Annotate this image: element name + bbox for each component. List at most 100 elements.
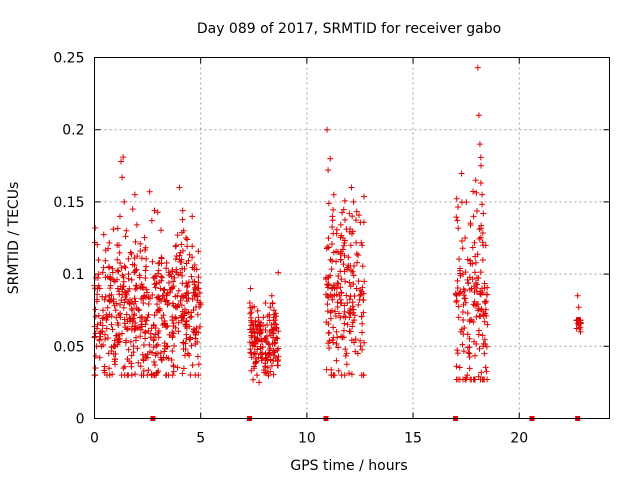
data-point (330, 249, 337, 256)
data-point (358, 329, 365, 336)
data-point (149, 292, 156, 299)
data-point (153, 342, 160, 349)
data-point (151, 207, 158, 214)
data-point (350, 272, 357, 279)
data-point (188, 273, 195, 280)
data-point (274, 335, 281, 342)
data-point (326, 345, 333, 352)
data-point (353, 217, 360, 224)
data-point (265, 372, 272, 379)
data-point (185, 257, 192, 264)
data-point (173, 266, 180, 273)
data-point (359, 242, 366, 249)
data-point (175, 328, 182, 335)
data-point (345, 254, 352, 261)
data-point (125, 271, 132, 278)
data-point (112, 361, 119, 368)
data-point (179, 370, 186, 377)
data-point (329, 296, 336, 303)
data-point (347, 307, 354, 314)
data-point (161, 321, 168, 328)
data-point (109, 326, 116, 333)
data-point (254, 307, 261, 314)
data-point (121, 288, 128, 295)
data-point (329, 223, 336, 230)
data-point (125, 255, 132, 262)
data-point (142, 267, 149, 274)
data-point (197, 299, 204, 306)
data-point (111, 337, 118, 344)
data-point (340, 206, 347, 213)
data-point (128, 352, 135, 359)
data-point (248, 309, 255, 316)
data-point (249, 321, 256, 328)
data-point (143, 289, 150, 296)
y-tick-label: 0.25 (53, 51, 84, 67)
data-point (479, 201, 486, 208)
data-point (247, 310, 254, 317)
data-point (270, 307, 277, 314)
data-point (123, 311, 130, 318)
data-point (574, 292, 581, 299)
data-point (178, 302, 185, 309)
data-point (195, 274, 202, 281)
data-point (120, 154, 127, 161)
data-point (346, 228, 353, 235)
data-point (154, 301, 161, 308)
data-point (460, 316, 467, 323)
data-point (105, 263, 112, 270)
data-point (455, 225, 462, 232)
data-point (333, 357, 340, 364)
data-point (328, 307, 335, 314)
data-point (479, 257, 486, 264)
data-point (195, 361, 202, 368)
data-point (159, 274, 166, 281)
data-point (468, 376, 475, 383)
data-point (180, 315, 187, 322)
data-point (116, 249, 123, 256)
data-point (137, 247, 144, 254)
data-point (96, 337, 103, 344)
data-point (575, 304, 582, 311)
data-point (165, 299, 172, 306)
data-point (269, 334, 276, 341)
data-point (337, 284, 344, 291)
data-point (186, 323, 193, 330)
data-point (454, 347, 461, 354)
data-point (337, 256, 344, 263)
data-point (137, 284, 144, 291)
data-point (194, 353, 201, 360)
data-point (187, 371, 194, 378)
data-point (131, 295, 138, 302)
data-point (174, 303, 181, 310)
data-point (195, 279, 202, 286)
data-point (169, 348, 176, 355)
data-point (259, 338, 266, 345)
data-point (142, 335, 149, 342)
data-point (137, 240, 144, 247)
data-point (484, 321, 491, 328)
data-point (112, 356, 119, 363)
data-point (196, 323, 203, 330)
data-point (331, 285, 338, 292)
y-tick-label: 0.1 (62, 267, 84, 283)
data-point (145, 367, 152, 374)
data-point (247, 346, 254, 353)
data-point (118, 158, 125, 165)
data-point (115, 268, 122, 275)
data-point (346, 370, 353, 377)
data-point (143, 255, 150, 262)
data-point (121, 363, 128, 370)
data-point (147, 330, 154, 337)
data-point (464, 310, 471, 317)
data-point (102, 257, 109, 264)
data-point (106, 365, 113, 372)
data-point (335, 344, 342, 351)
data-point (467, 222, 474, 229)
data-point (347, 293, 354, 300)
data-point (158, 227, 165, 234)
data-point (172, 243, 179, 250)
data-point (92, 364, 99, 371)
data-point (484, 291, 491, 298)
data-point (327, 315, 334, 322)
